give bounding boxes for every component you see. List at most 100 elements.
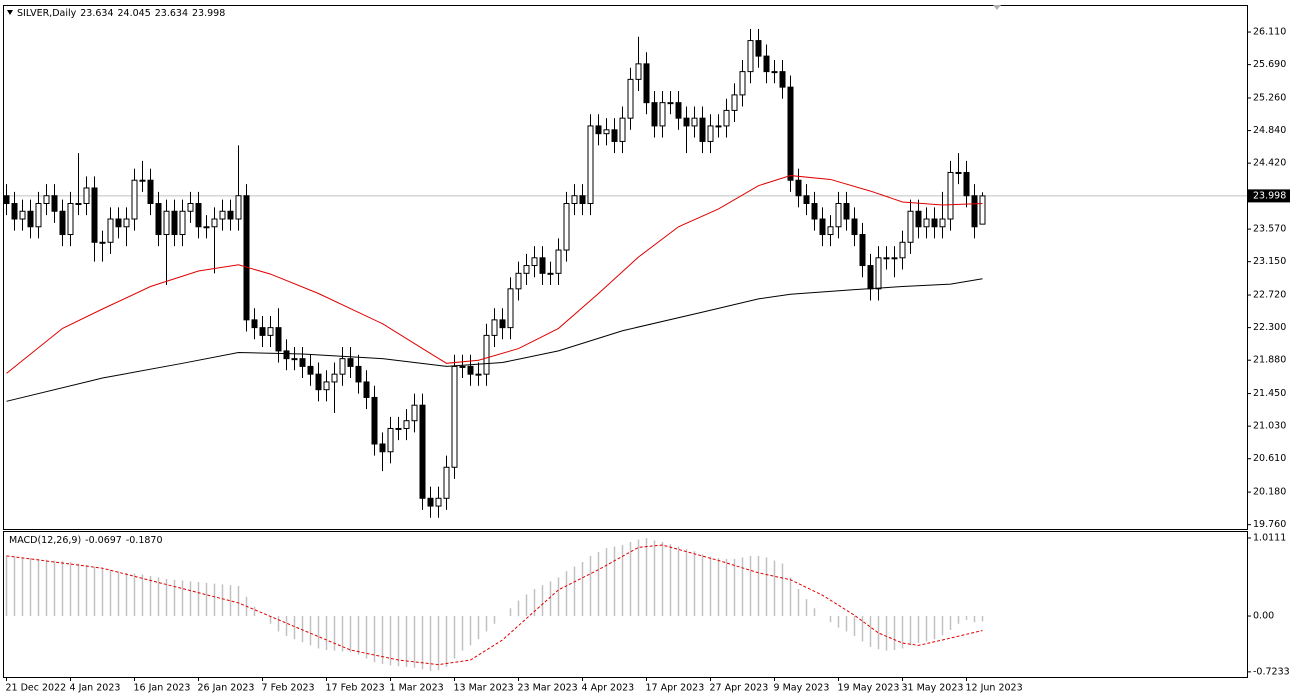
x-tick-label: 4 Apr 2023 (582, 683, 635, 694)
x-tick-label: 26 Jan 2023 (198, 683, 255, 694)
candle-body (795, 179, 802, 197)
candle-body (387, 427, 394, 453)
macd-panel-frame (3, 531, 1248, 678)
moving-average (6, 175, 983, 374)
candle-body (59, 210, 66, 236)
macd-y-tick-label: -0.7233 (1253, 666, 1290, 677)
y-tick-label: 23.570 (1253, 224, 1286, 235)
y-tick-label: 23.150 (1253, 256, 1286, 267)
shift-marker (993, 5, 1001, 10)
chart-header: SILVER,Daily 23.634 24.045 23.634 23.998 (17, 8, 225, 19)
candle-body (683, 117, 690, 127)
candle-body (547, 272, 554, 275)
candle-body (971, 195, 978, 228)
x-tick-label: 12 Jun 2023 (966, 683, 1023, 694)
y-tick-label: 26.110 (1253, 27, 1286, 38)
y-tick-label: 21.030 (1253, 421, 1286, 432)
candle-body (955, 171, 962, 174)
candle-body (51, 195, 58, 212)
candle-body (243, 195, 250, 321)
candle-body (123, 218, 130, 228)
candle-body (203, 226, 210, 229)
candle-body (435, 497, 442, 507)
candle-body (507, 288, 514, 329)
header-close: 23.998 (192, 8, 225, 19)
candle-body (923, 218, 930, 228)
candle-body (107, 218, 114, 243)
candle-body (363, 381, 370, 398)
candle-body (707, 125, 714, 142)
candle-body (515, 272, 522, 290)
header-open: 23.634 (80, 8, 113, 19)
candle-body (579, 195, 586, 204)
last-price-box (1248, 189, 1290, 203)
candle-body (227, 210, 234, 220)
candle-body (723, 109, 730, 127)
candle-body (259, 327, 266, 336)
candle-body (715, 125, 722, 128)
candle-body (603, 129, 610, 135)
candle-body (251, 319, 258, 329)
candle-body (531, 257, 538, 267)
candle-body (763, 55, 770, 73)
candle-body (555, 249, 562, 274)
candle-body (83, 187, 90, 204)
y-tick-label: 19.760 (1253, 519, 1286, 530)
candle-body (235, 195, 242, 220)
candle-body (467, 365, 474, 375)
candle-body (35, 202, 42, 228)
y-tick-label: 20.180 (1253, 487, 1286, 498)
candle-body (315, 373, 322, 391)
x-tick-label: 21 Dec 2022 (6, 683, 67, 694)
candle-body (819, 218, 826, 236)
candle-body (899, 241, 906, 259)
macd-header: MACD(12,26,9) -0.0697 -0.1870 (9, 535, 163, 546)
header-high: 24.045 (118, 8, 151, 19)
candle-body (491, 319, 498, 336)
candle-body (267, 327, 274, 336)
candle-body (11, 202, 18, 220)
candle-body (3, 195, 10, 204)
y-tick-label: 21.880 (1253, 355, 1286, 366)
candle-body (563, 202, 570, 251)
y-tick-label: 22.720 (1253, 290, 1286, 301)
candle-body (883, 257, 890, 260)
candle-body (619, 117, 626, 142)
candle-body (891, 257, 898, 260)
candle-body (931, 218, 938, 228)
candle-body (659, 102, 666, 127)
candle-body (779, 71, 786, 88)
candle-body (411, 404, 418, 422)
chart-title: SILVER,Daily (17, 8, 77, 19)
x-tick-label: 7 Feb 2023 (262, 683, 315, 694)
candle-body (803, 195, 810, 204)
header-arrow (7, 10, 13, 15)
candle-body (211, 218, 218, 228)
y-tick-label: 25.690 (1253, 59, 1286, 70)
x-tick-label: 16 Jan 2023 (134, 683, 191, 694)
candle-body (395, 427, 402, 430)
candle-body (451, 365, 458, 468)
candle-body (219, 210, 226, 220)
x-tick-label: 17 Apr 2023 (646, 683, 705, 694)
candle-body (27, 210, 34, 228)
x-tick-label: 9 May 2023 (774, 683, 830, 694)
candle-body (19, 210, 26, 220)
x-tick-label: 27 Apr 2023 (710, 683, 769, 694)
candle-body (627, 78, 634, 119)
candle-body (635, 63, 642, 80)
candle-body (915, 210, 922, 228)
moving-average (6, 278, 983, 402)
candle-body (115, 218, 122, 228)
x-tick-label: 23 Mar 2023 (518, 683, 578, 694)
candle-body (379, 443, 386, 453)
candle-body (179, 210, 186, 236)
candle-body (979, 195, 986, 225)
candle-body (595, 125, 602, 135)
candle-body (155, 202, 162, 236)
candle-body (811, 202, 818, 220)
candle-body (643, 63, 650, 104)
candle-body (67, 202, 74, 236)
candle-body (875, 257, 882, 290)
